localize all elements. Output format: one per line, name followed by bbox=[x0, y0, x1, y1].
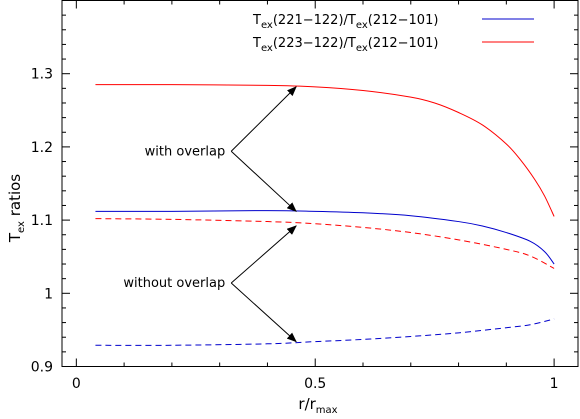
legend-label: Tex(223−122)/Tex(212−101) bbox=[252, 36, 438, 54]
x-axis-label: r/rmax bbox=[298, 395, 337, 416]
y-tick-label: 0.9 bbox=[31, 360, 53, 376]
annotation-arrow bbox=[230, 282, 297, 343]
y-tick-label: 1.3 bbox=[31, 67, 53, 83]
series-line-2 bbox=[95, 84, 555, 217]
y-axis-label: Tex ratios bbox=[6, 174, 27, 243]
series-line-3 bbox=[95, 218, 555, 269]
annotation-label: with overlap bbox=[145, 144, 226, 159]
plot-frame bbox=[61, 0, 579, 367]
series-lines bbox=[95, 84, 555, 346]
series-line-1 bbox=[95, 210, 555, 265]
legend-label: Tex(221−122)/Tex(212−101) bbox=[252, 13, 438, 31]
series-line-4 bbox=[95, 318, 555, 346]
x-tick-label: 0.5 bbox=[304, 376, 326, 392]
legend: Tex(221−122)/Tex(212−101) Tex(223−122)/Te… bbox=[252, 13, 534, 54]
annotations: with overlap without overlap bbox=[123, 86, 297, 343]
x-tick-label: 1 bbox=[550, 376, 559, 392]
annotation-arrow bbox=[230, 150, 297, 212]
y-tick-label: 1 bbox=[44, 286, 53, 302]
y-tick-label: 1.1 bbox=[31, 213, 53, 229]
x-tick-label: 0 bbox=[72, 376, 81, 392]
y-tick-label: 1.2 bbox=[31, 140, 53, 156]
annotation-arrow bbox=[230, 225, 297, 284]
annotation-arrow bbox=[230, 86, 297, 152]
annotation-label: without overlap bbox=[123, 276, 225, 291]
axis-ticks: 0 0.5 1 0.9 1 1.1 1.2 1.3 bbox=[31, 0, 578, 392]
